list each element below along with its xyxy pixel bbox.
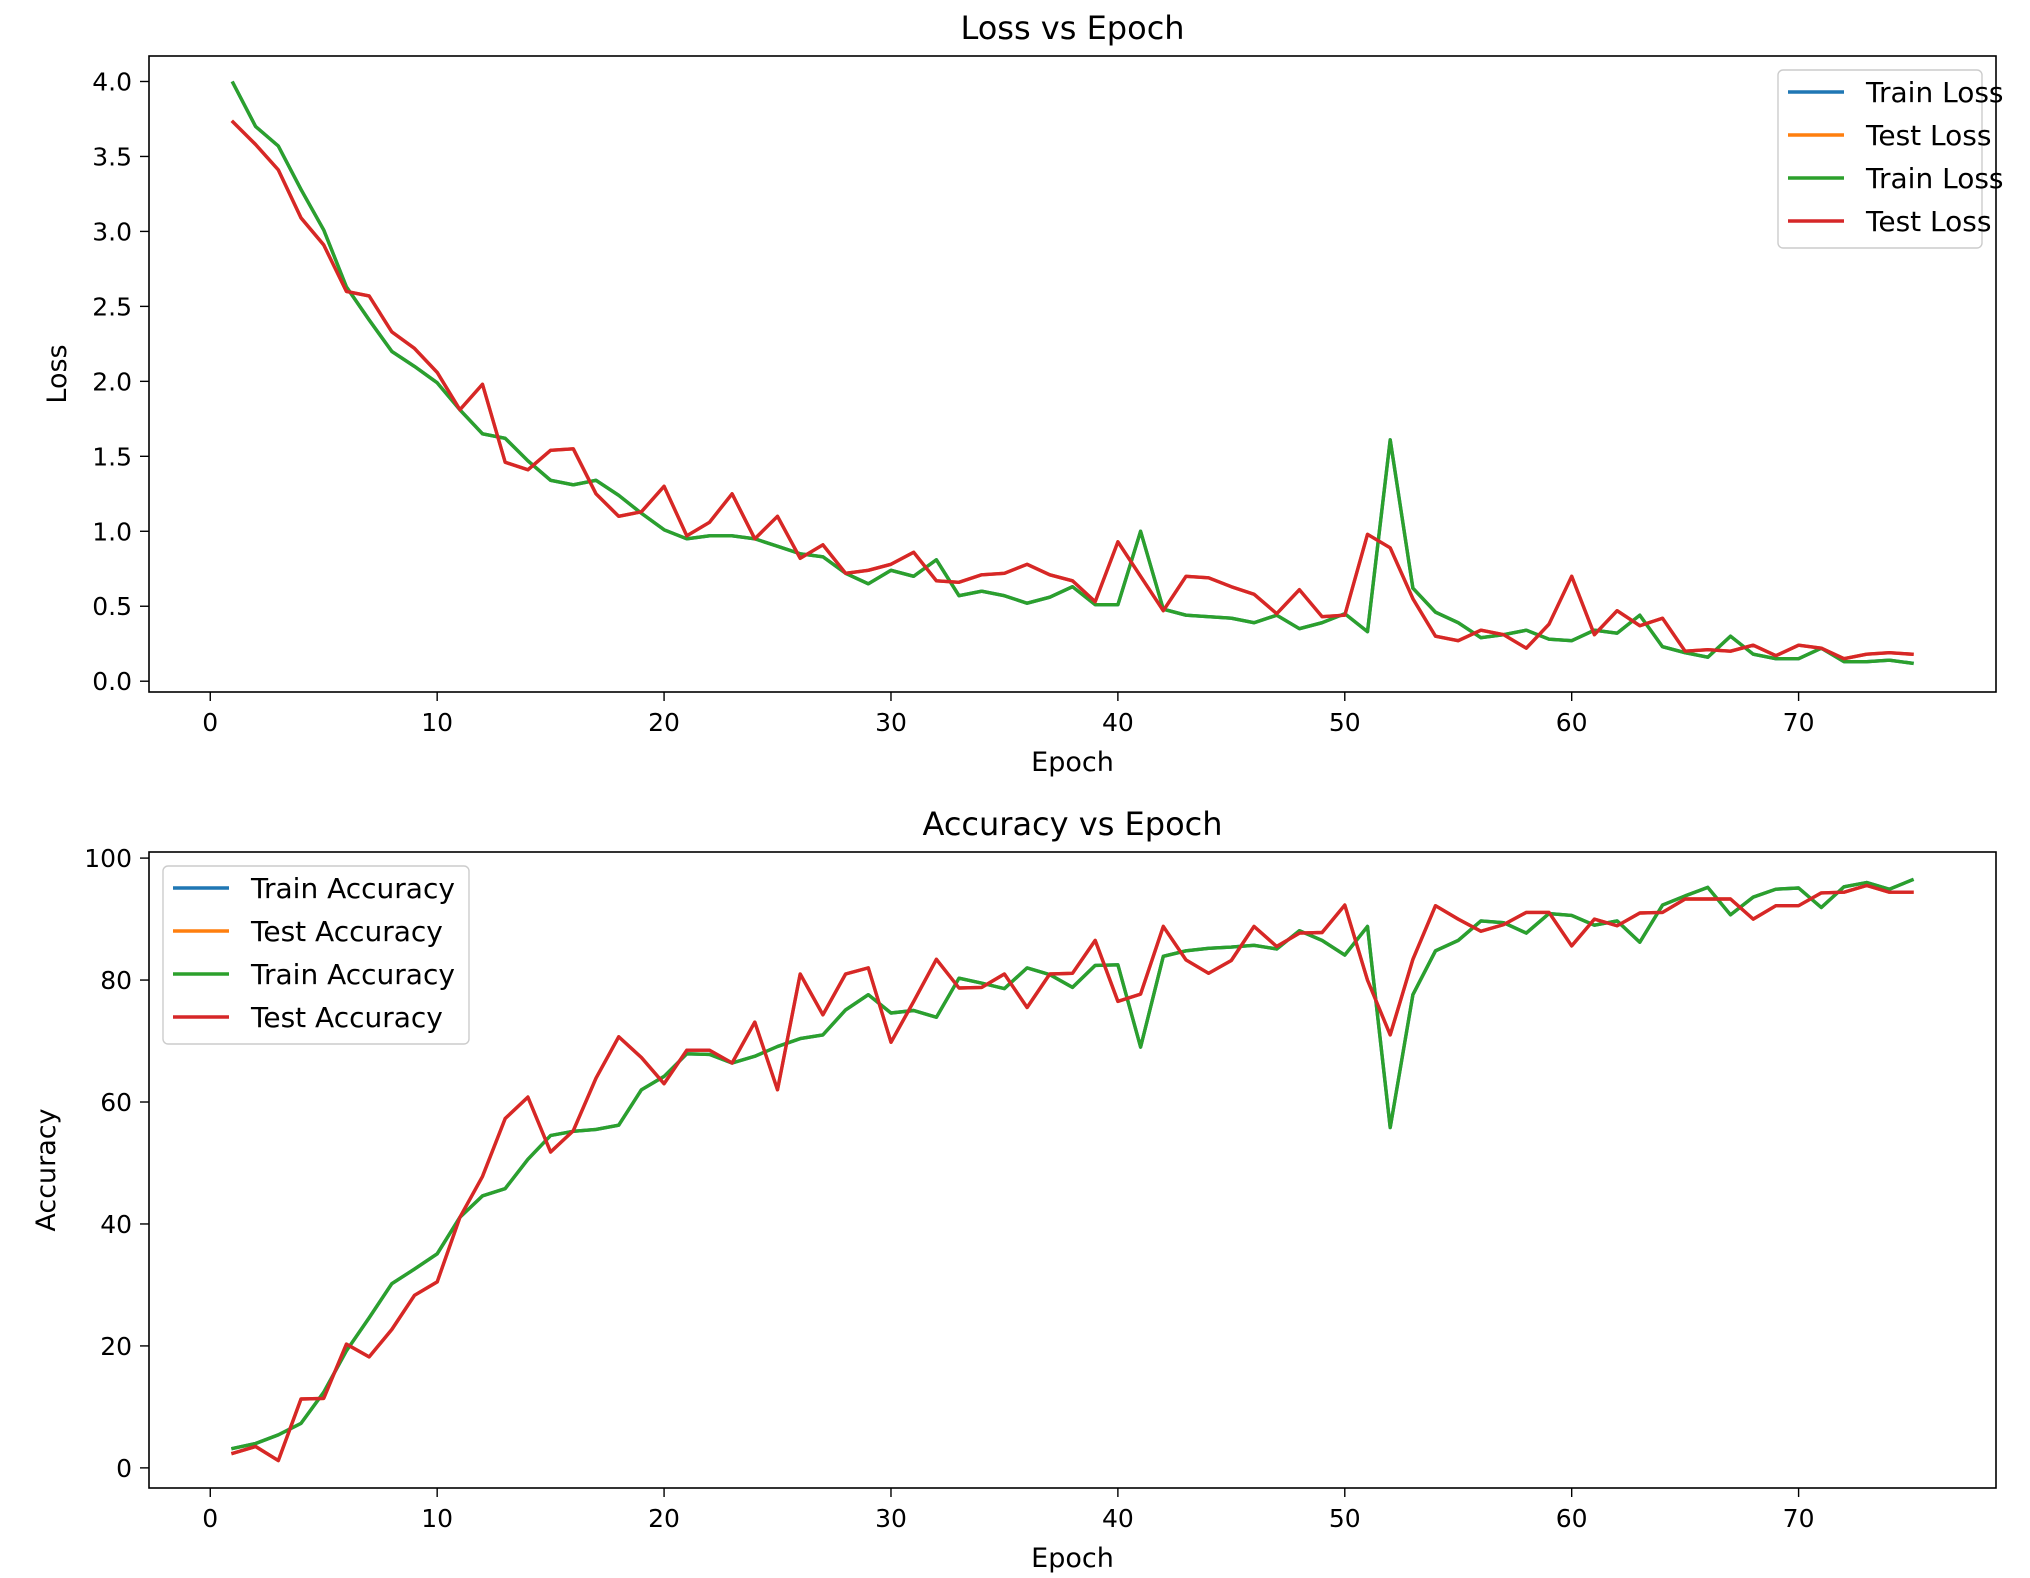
y-tick-label: 2.0 <box>92 367 132 396</box>
legend-label: Test Accuracy <box>250 915 443 948</box>
x-tick-label: 10 <box>421 708 453 737</box>
y-tick-label: 3.5 <box>92 142 132 171</box>
x-tick-label: 0 <box>202 1504 218 1533</box>
y-tick-label: 60 <box>100 1088 132 1117</box>
y-tick-label: 20 <box>100 1332 132 1361</box>
y-tick-label: 0.0 <box>92 667 132 696</box>
legend: Train Accuracy Test Accuracy Train Accurac… <box>162 865 470 1045</box>
x-tick-label: 20 <box>648 1504 680 1533</box>
x-tick-label: 60 <box>1556 708 1588 737</box>
y-tick-label: 1.0 <box>92 517 132 546</box>
series-line <box>230 883 1914 1463</box>
x-tick-label: 10 <box>421 1504 453 1533</box>
y-tick-label: 1.5 <box>92 442 132 471</box>
chart-0: 0 10 20 30 40 50 60 70 0.0 0.5 1.0 1.5 2.0 2.5 3.0 3.5 4… <box>42 9 2004 778</box>
y-tick-label: 0.5 <box>92 592 132 621</box>
legend-label: Train Loss <box>1865 162 2004 195</box>
y-tick-label: 3.0 <box>92 217 132 246</box>
legend-box <box>162 865 470 1045</box>
y-axis-label: Loss <box>42 344 73 403</box>
legend-label: Test Accuracy <box>250 1001 443 1034</box>
y-tick-label: 100 <box>84 844 132 873</box>
y-tick-label: 80 <box>100 966 132 995</box>
legend: Train Loss Test Loss Train Loss Test Loss <box>1777 69 2004 249</box>
legend-label: Test Loss <box>1865 119 1991 152</box>
axes-frame <box>148 55 1997 693</box>
x-tick-label: 30 <box>875 1504 907 1533</box>
x-tick-label: 0 <box>202 708 218 737</box>
legend-label: Train Loss <box>1865 76 2004 109</box>
series-line <box>230 119 1914 661</box>
x-tick-label: 50 <box>1329 708 1361 737</box>
axes-frame <box>148 851 1997 1489</box>
x-tick-label: 60 <box>1556 1504 1588 1533</box>
x-tick-label: 40 <box>1102 708 1134 737</box>
y-tick-label: 4.0 <box>92 67 132 96</box>
x-axis-label: Epoch <box>1031 1543 1114 1574</box>
chart-1: 0 10 20 30 40 50 60 70 0 20 40 60 80 100 Accuracy vs E… <box>31 805 1997 1574</box>
y-tick-label: 40 <box>100 1210 132 1239</box>
chart-title: Loss vs Epoch <box>960 9 1184 47</box>
legend-box <box>1777 69 1983 249</box>
series-line <box>230 877 1915 1451</box>
x-tick-label: 50 <box>1329 1504 1361 1533</box>
chart-title: Accuracy vs Epoch <box>922 805 1222 843</box>
x-tick-label: 30 <box>875 708 907 737</box>
y-axis-label: Accuracy <box>31 1108 62 1231</box>
x-tick-label: 40 <box>1102 1504 1134 1533</box>
y-tick-label: 2.5 <box>92 292 132 321</box>
legend-label: Test Loss <box>1865 205 1991 238</box>
x-tick-label: 70 <box>1783 708 1815 737</box>
x-tick-label: 20 <box>648 708 680 737</box>
legend-label: Train Accuracy <box>250 872 455 905</box>
x-axis-label: Epoch <box>1031 747 1114 778</box>
legend-label: Train Accuracy <box>250 958 455 991</box>
y-tick-label: 0 <box>116 1454 132 1483</box>
x-tick-label: 70 <box>1783 1504 1815 1533</box>
